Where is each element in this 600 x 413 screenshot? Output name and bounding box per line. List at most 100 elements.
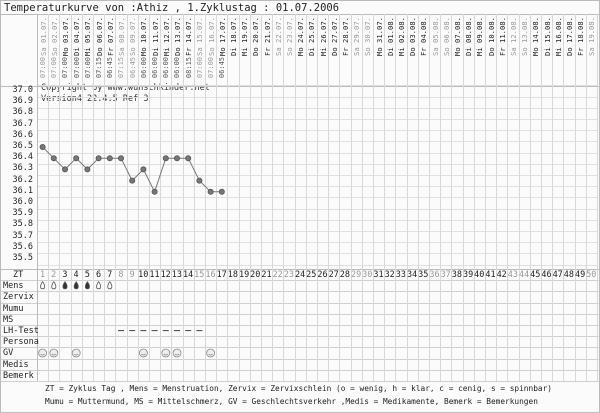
drop-filled-icon xyxy=(84,281,90,290)
y-tick-label: 36.9 xyxy=(12,96,33,107)
smiley-mouth xyxy=(163,353,169,356)
grid-vline xyxy=(473,14,475,381)
grid-vline xyxy=(440,14,442,381)
y-tick-label: 36.8 xyxy=(12,107,33,118)
cycle-day-number: 10 xyxy=(138,270,149,280)
grid-vline xyxy=(597,14,598,381)
temperature-point xyxy=(95,155,102,162)
grid-vline xyxy=(249,14,251,381)
cycle-day-number: 9 xyxy=(129,270,135,280)
row-divider xyxy=(1,302,599,304)
grid-vline xyxy=(395,14,397,381)
drop-outline-icon xyxy=(96,281,102,290)
cycle-day-number: 24 xyxy=(294,270,306,280)
cycle-day-number: 11 xyxy=(149,270,160,280)
cycle-day-number: 23 xyxy=(283,270,295,280)
cycle-day-number: 4 xyxy=(73,270,79,280)
temperature-point xyxy=(50,155,57,162)
grid-vline xyxy=(462,14,464,381)
drop-filled-icon xyxy=(62,281,68,290)
row-label-mumu: Mumu xyxy=(3,303,24,314)
drop-outline-icon xyxy=(51,281,57,290)
temperature-point xyxy=(73,155,80,162)
y-tick-label: 36.5 xyxy=(12,141,33,151)
copyright-text: Copyright by www.wunschkinder.net xyxy=(41,83,210,93)
cycle-day-number: 41 xyxy=(485,270,496,280)
temperature-line xyxy=(42,146,222,194)
cycle-day-number: 17 xyxy=(216,270,227,280)
legend-line-2: Mumu = Muttermund, MS = Mittelschmerz, G… xyxy=(45,397,538,406)
cycle-day-number: 42 xyxy=(496,270,507,280)
cycle-day-number: 19 xyxy=(238,270,250,280)
grid-vline xyxy=(350,14,352,381)
smiley-icon xyxy=(49,348,59,358)
cycle-day-number: 46 xyxy=(541,270,552,280)
temperature-point xyxy=(218,188,225,195)
cycle-day-number: 7 xyxy=(107,270,113,280)
grid-vline xyxy=(529,14,531,381)
grid-vline xyxy=(541,14,542,381)
left-divider xyxy=(37,14,38,381)
cycle-day-number: 20 xyxy=(250,270,261,280)
cycle-day-number: 13 xyxy=(171,270,183,280)
cycle-day-number: 35 xyxy=(418,270,429,280)
cycle-day-number: 50 xyxy=(586,270,597,280)
temperature-point xyxy=(140,166,147,173)
header-bottom xyxy=(1,86,599,87)
row-divider xyxy=(1,325,599,326)
cycle-day-number: 38 xyxy=(451,270,463,280)
temperature-point xyxy=(162,155,169,162)
grid-vline xyxy=(104,14,106,381)
version-text: Version4 22.4.5 Ref 3 xyxy=(41,94,149,104)
cycle-day-number: 16 xyxy=(205,270,216,280)
cycle-day-number: 32 xyxy=(384,270,395,280)
grid-vline xyxy=(160,14,162,381)
cycle-day-number: 49 xyxy=(574,270,586,280)
row-divider xyxy=(1,291,599,293)
row-label-zt: ZT xyxy=(13,270,24,280)
grid-vline xyxy=(261,14,262,381)
row-divider xyxy=(1,269,599,270)
grid-vline xyxy=(137,14,139,381)
header-divider xyxy=(1,14,599,15)
grid-vline xyxy=(317,14,318,381)
cycle-day-number: 47 xyxy=(552,270,563,280)
cycle-day-number: 15 xyxy=(194,270,205,280)
cycle-day-number: 1 xyxy=(39,270,46,280)
grid-vline xyxy=(182,14,184,381)
smiley-mouth xyxy=(208,353,213,356)
row-divider xyxy=(1,347,599,349)
row-label-zervix: Zervix xyxy=(3,292,34,303)
cycle-day-number: 33 xyxy=(395,270,407,280)
grid-vline xyxy=(361,14,363,381)
smiley-icon xyxy=(161,348,171,358)
smiley-mouth xyxy=(141,353,146,356)
cycle-day-number: 8 xyxy=(118,270,124,280)
grid-vline xyxy=(406,14,408,381)
grid-vline xyxy=(373,14,374,381)
grid-vline xyxy=(59,14,61,381)
cycle-day-number: 48 xyxy=(563,270,575,280)
row-divider xyxy=(1,336,599,338)
temperature-point xyxy=(62,166,69,173)
cycle-day-number: 5 xyxy=(84,270,90,280)
cycle-day-number: 12 xyxy=(160,270,171,280)
smiley-mouth xyxy=(40,353,45,356)
grid-vline xyxy=(171,14,173,381)
grid-vline xyxy=(216,14,218,381)
cycle-day-number: 27 xyxy=(328,270,339,280)
temperature-point xyxy=(196,177,203,184)
smiley-icon xyxy=(172,348,182,358)
cycle-day-number: 2 xyxy=(51,270,57,280)
row-label-persona: Persona xyxy=(3,337,39,348)
grid-vline xyxy=(518,14,520,381)
cycle-day-number: 40 xyxy=(474,270,485,280)
cycle-day-number: 34 xyxy=(406,270,418,280)
y-tick-label: 36.6 xyxy=(12,129,33,140)
y-tick-label: 36.2 xyxy=(12,174,33,185)
drop-filled-icon xyxy=(73,281,79,290)
row-divider xyxy=(1,358,599,360)
row-label-mens: Mens xyxy=(3,281,24,292)
cycle-day-number: 37 xyxy=(440,270,451,280)
